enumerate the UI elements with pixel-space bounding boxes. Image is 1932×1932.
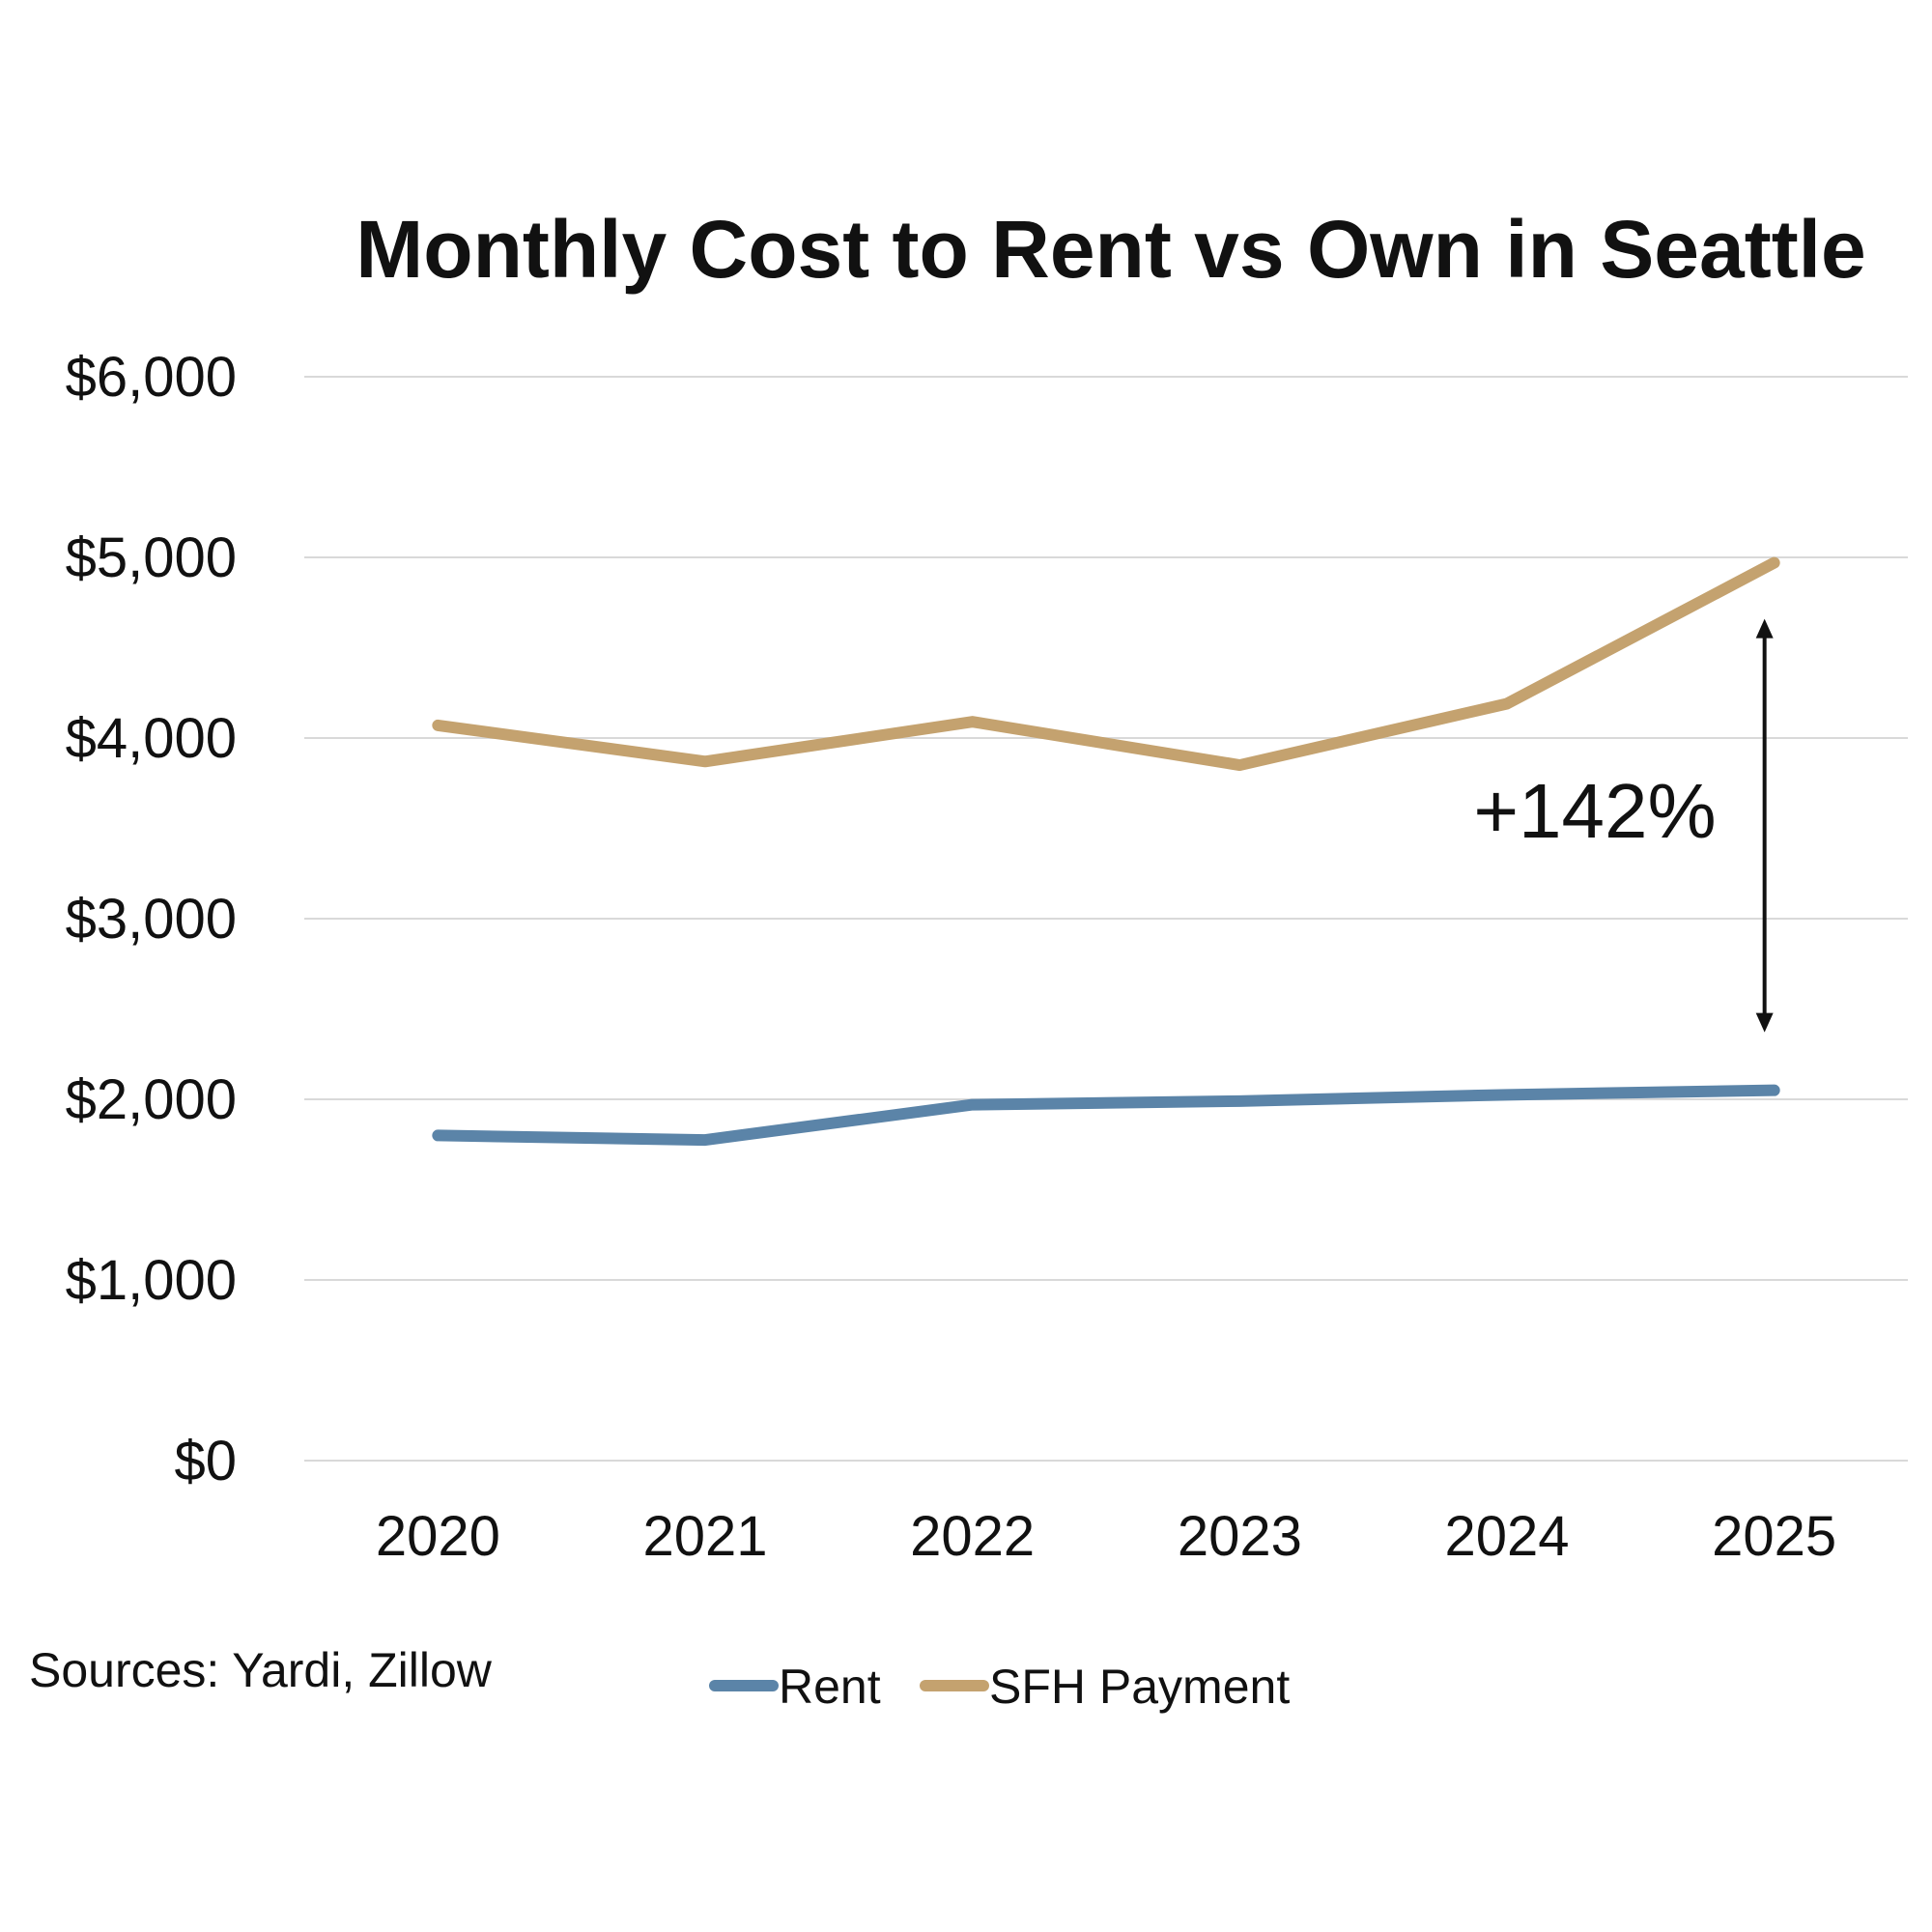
arrow-up-icon <box>1755 618 1774 639</box>
change-annotation: +142% <box>1473 618 1774 1033</box>
gridlines <box>304 376 1908 1462</box>
series-lines <box>432 556 1780 1147</box>
y-axis-ticks: $0 $1,000 $2,000 $3,000 $4,000 $5,000 $6,000 <box>66 346 237 1492</box>
series-line-rent <box>432 1084 1780 1147</box>
series-line-sfh-payment <box>432 556 1780 772</box>
legend: Rent SFH Payment <box>709 1660 1290 1714</box>
annotation-label: +142% <box>1473 768 1716 854</box>
y-tick-label: $2,000 <box>66 1068 237 1131</box>
x-tick-label: 2025 <box>1712 1505 1836 1568</box>
x-tick-label: 2022 <box>910 1505 1035 1568</box>
x-tick-label: 2021 <box>642 1505 767 1568</box>
x-axis-ticks: 2020 2021 2022 2023 2024 2025 <box>376 1505 1836 1568</box>
arrow-down-icon <box>1755 1012 1774 1033</box>
y-tick-label: $5,000 <box>66 526 237 589</box>
y-tick-label: $6,000 <box>66 346 237 409</box>
source-note: Sources: Yardi, Zillow <box>29 1643 493 1697</box>
y-tick-label: $0 <box>174 1430 237 1492</box>
x-tick-label: 2020 <box>376 1505 500 1568</box>
y-tick-label: $4,000 <box>66 707 237 770</box>
legend-label-rent: Rent <box>779 1660 881 1714</box>
legend-label-sfh-payment: SFH Payment <box>989 1660 1290 1714</box>
y-tick-label: $3,000 <box>66 888 237 951</box>
y-tick-label: $1,000 <box>66 1249 237 1312</box>
x-tick-label: 2023 <box>1178 1505 1302 1568</box>
x-tick-label: 2024 <box>1444 1505 1569 1568</box>
chart-title: Monthly Cost to Rent vs Own in Seattle <box>355 204 1865 295</box>
